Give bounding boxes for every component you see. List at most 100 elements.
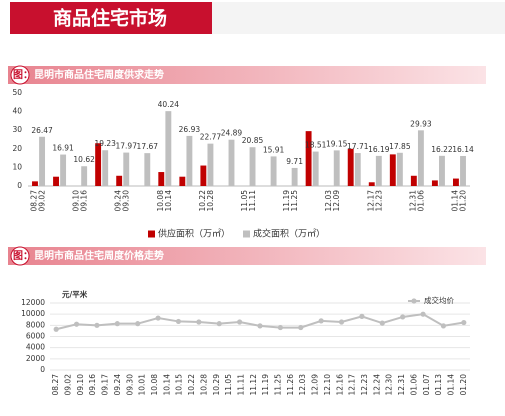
- y-tick-label: 8000: [26, 320, 45, 329]
- bar: [368, 182, 375, 186]
- point: [257, 323, 263, 329]
- y-tick-label: 40: [12, 107, 22, 116]
- x-tick-label: 12.23: [360, 374, 369, 396]
- data-label: 24.89: [221, 129, 243, 138]
- data-label: 17.97: [116, 142, 138, 151]
- data-label: 18.51: [305, 141, 327, 150]
- y-tick-label: 20: [12, 144, 22, 153]
- x-tick-label: 11.05: [240, 190, 249, 212]
- legend-swatch: [243, 230, 250, 238]
- data-label: 16.22: [431, 145, 453, 154]
- x-tick-label: 12.30: [385, 374, 394, 396]
- x-tick-label: 12.31: [408, 190, 417, 212]
- x-tick-label: 09.24: [113, 374, 122, 396]
- bar: [81, 166, 88, 186]
- x-tick-label: 12.10: [323, 374, 332, 396]
- point: [196, 319, 202, 325]
- y-tick-label: 10000: [21, 309, 45, 318]
- x-tick-label: 11.25: [274, 374, 283, 396]
- bar: [452, 178, 459, 186]
- x-tick-label: 11.11: [236, 374, 245, 396]
- data-label: 15.91: [263, 145, 285, 154]
- bar: [291, 167, 298, 186]
- bar: [375, 155, 382, 186]
- bar: [270, 156, 277, 186]
- x-tick-label: 01.13: [434, 374, 443, 396]
- x-tick-label: 08.27: [30, 190, 39, 212]
- point: [420, 311, 426, 317]
- y-axis-label: 元/平米: [62, 289, 88, 299]
- x-tick-label: 10.15: [175, 374, 184, 396]
- x-tick-label: 09.30: [125, 374, 134, 396]
- x-tick-label: 11.12: [249, 374, 258, 396]
- y-tick-label: 2000: [26, 354, 45, 363]
- point: [135, 321, 141, 327]
- section-bar: [8, 247, 486, 265]
- point: [94, 322, 100, 328]
- bar: [39, 136, 46, 186]
- y-tick-label: 50: [12, 88, 22, 97]
- bar: [333, 150, 340, 186]
- data-label: 19.15: [326, 139, 348, 148]
- x-tick-label: 01.07: [422, 374, 431, 396]
- x-tick-label: 10.01: [138, 374, 147, 396]
- x-tick-label: 12.09: [311, 374, 320, 396]
- legend-marker: [411, 298, 417, 304]
- data-label: 17.85: [389, 142, 411, 151]
- bar: [389, 154, 396, 186]
- point: [216, 321, 222, 327]
- x-tick-label: 01.20: [459, 374, 468, 396]
- x-tick-label: 11.11: [248, 190, 257, 212]
- section-title: 昆明市商品住宅周度供求走势: [34, 68, 164, 81]
- bar: [431, 180, 438, 186]
- data-label: 22.77: [200, 133, 222, 142]
- y-tick-label: 10: [12, 162, 22, 171]
- badge: 图：: [13, 69, 33, 81]
- x-tick-label: 09.16: [88, 374, 97, 396]
- x-tick-label: 11.05: [224, 374, 233, 396]
- data-label: 26.47: [31, 126, 53, 135]
- y-tick-label: 0: [17, 181, 22, 190]
- bar: [53, 176, 59, 186]
- data-label: 19.23: [94, 139, 116, 148]
- legend-label: 供应面积（万㎡）: [158, 228, 230, 240]
- bar: [410, 175, 417, 186]
- bar: [417, 130, 424, 186]
- y-tick-label: 30: [12, 125, 22, 134]
- bar: [207, 143, 214, 186]
- x-tick-label: 12.03: [324, 190, 333, 212]
- point: [359, 313, 365, 319]
- badge-circle: [10, 65, 30, 85]
- x-tick-label: 10.08: [156, 190, 165, 212]
- x-tick-label: 11.19: [282, 190, 291, 212]
- legend-swatch: [148, 230, 155, 238]
- point: [175, 318, 182, 325]
- point: [237, 319, 243, 325]
- x-tick-label: 12.09: [332, 190, 341, 212]
- header-title: 商品住宅市场: [53, 7, 167, 30]
- x-tick-label: 09.02: [64, 374, 73, 396]
- bar: [165, 111, 172, 186]
- bar: [396, 152, 403, 186]
- x-tick-label: 11.19: [261, 374, 270, 396]
- x-tick-label: 10.28: [206, 190, 215, 212]
- x-tick-label: 09.17: [101, 374, 110, 396]
- badge-circle: [10, 246, 30, 266]
- data-label: 26.93: [179, 125, 201, 134]
- point: [461, 319, 467, 326]
- x-tick-label: 12.17: [366, 190, 375, 212]
- point: [155, 315, 161, 321]
- data-label: 16.19: [368, 145, 390, 154]
- x-tick-label: 09.10: [72, 190, 81, 212]
- data-label: 17.71: [347, 142, 369, 151]
- bar: [144, 153, 151, 186]
- data-label: 40.24: [158, 100, 180, 109]
- y-tick-label: 4000: [26, 343, 45, 352]
- x-tick-label: 12.24: [372, 374, 381, 396]
- data-label: 9.71: [286, 157, 303, 166]
- x-tick-label: 11.26: [286, 374, 295, 396]
- x-tick-label: 01.06: [409, 374, 418, 396]
- x-tick-label: 11.25: [290, 190, 299, 212]
- data-label: 20.85: [242, 136, 264, 145]
